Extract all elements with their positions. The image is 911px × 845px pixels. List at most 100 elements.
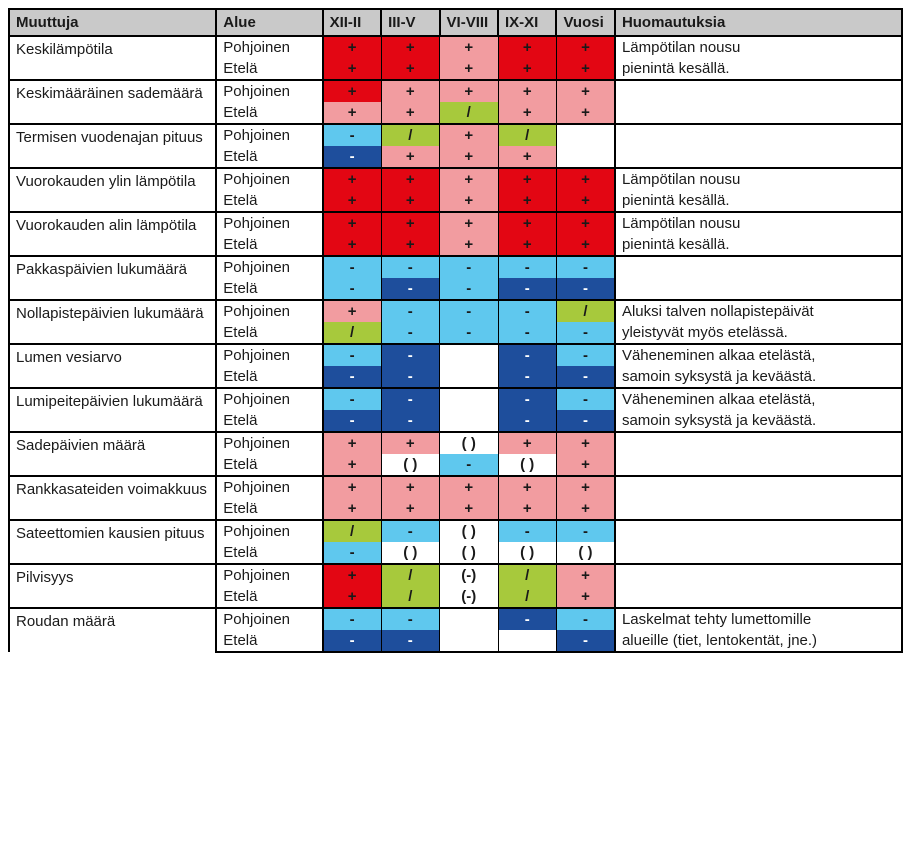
value-cell: + [556, 36, 614, 58]
value-cell: + [323, 190, 381, 212]
value-cell: - [440, 300, 498, 322]
note-line: pienintä kesällä. [615, 190, 902, 212]
value-cell: - [556, 366, 614, 388]
value-cell: / [498, 586, 556, 608]
region-south: Etelä [216, 630, 322, 652]
region-north: Pohjoinen [216, 300, 322, 322]
region-south: Etelä [216, 586, 322, 608]
value-cell: - [323, 542, 381, 564]
table-row: Rankkasateiden voimakkuusPohjoinen+++++ [9, 476, 902, 498]
value-cell: + [440, 36, 498, 58]
value-cell [498, 630, 556, 652]
note-line [615, 278, 902, 300]
value-cell: + [323, 168, 381, 190]
note-line: Aluksi talven nollapistepäivät [615, 300, 902, 322]
note-line [615, 256, 902, 278]
region-north: Pohjoinen [216, 432, 322, 454]
value-cell: + [556, 586, 614, 608]
variable-name: Nollapistepäivien lukumäärä [9, 300, 216, 344]
value-cell: - [381, 608, 439, 630]
value-cell: - [556, 256, 614, 278]
note-line: alueille (tiet, lentokentät, jne.) [615, 630, 902, 652]
table-row: Sateettomien kausien pituusPohjoinen/-( … [9, 520, 902, 542]
value-cell: - [498, 344, 556, 366]
value-cell: + [323, 586, 381, 608]
region-south: Etelä [216, 278, 322, 300]
value-cell: + [498, 80, 556, 102]
value-cell [440, 344, 498, 366]
value-cell: + [498, 498, 556, 520]
value-cell: - [556, 322, 614, 344]
value-cell: + [381, 234, 439, 256]
variable-name: Sateettomien kausien pituus [9, 520, 216, 564]
hdr-s5: Vuosi [556, 9, 614, 36]
value-cell: + [381, 498, 439, 520]
value-cell: + [498, 168, 556, 190]
value-cell: - [556, 520, 614, 542]
value-cell [440, 366, 498, 388]
region-north: Pohjoinen [216, 256, 322, 278]
value-cell: + [498, 146, 556, 168]
variable-name: Pakkaspäivien lukumäärä [9, 256, 216, 300]
value-cell: - [381, 278, 439, 300]
table-row: Vuorokauden alin lämpötilaPohjoinen+++++… [9, 212, 902, 234]
value-cell: + [381, 190, 439, 212]
value-cell: + [381, 146, 439, 168]
value-cell: / [381, 586, 439, 608]
value-cell: - [381, 300, 439, 322]
value-cell: + [381, 432, 439, 454]
value-cell: - [323, 278, 381, 300]
value-cell [556, 146, 614, 168]
value-cell: + [381, 168, 439, 190]
region-north: Pohjoinen [216, 476, 322, 498]
value-cell: - [440, 278, 498, 300]
region-south: Etelä [216, 102, 322, 124]
table-row: Nollapistepäivien lukumääräPohjoinen+---… [9, 300, 902, 322]
value-cell: + [381, 58, 439, 80]
value-cell: + [440, 58, 498, 80]
value-cell: + [323, 432, 381, 454]
value-cell: + [556, 432, 614, 454]
note-line [615, 432, 902, 454]
region-south: Etelä [216, 410, 322, 432]
table-row: Roudan määräPohjoinen----Laskelmat tehty… [9, 608, 902, 630]
value-cell: ( ) [498, 454, 556, 476]
value-cell [556, 124, 614, 146]
value-cell: - [381, 256, 439, 278]
value-cell: + [381, 476, 439, 498]
value-cell: + [381, 80, 439, 102]
value-cell: - [498, 520, 556, 542]
value-cell: - [381, 388, 439, 410]
value-cell: + [556, 498, 614, 520]
value-cell: - [556, 388, 614, 410]
note-line: pienintä kesällä. [615, 234, 902, 256]
variable-name: Vuorokauden alin lämpötila [9, 212, 216, 256]
value-cell [440, 608, 498, 630]
value-cell: - [440, 256, 498, 278]
value-cell: + [440, 476, 498, 498]
value-cell: - [323, 256, 381, 278]
value-cell: + [556, 190, 614, 212]
note-line: pienintä kesällä. [615, 58, 902, 80]
note-line [615, 146, 902, 168]
note-line [615, 564, 902, 586]
value-cell: - [556, 608, 614, 630]
value-cell: + [440, 124, 498, 146]
value-cell: / [556, 300, 614, 322]
note-line: Laskelmat tehty lumettomille [615, 608, 902, 630]
value-cell: + [498, 36, 556, 58]
value-cell: + [498, 58, 556, 80]
value-cell: + [323, 36, 381, 58]
value-cell: - [556, 630, 614, 652]
value-cell: + [556, 58, 614, 80]
value-cell: - [498, 366, 556, 388]
value-cell: + [556, 476, 614, 498]
value-cell: + [556, 212, 614, 234]
value-cell [440, 388, 498, 410]
region-north: Pohjoinen [216, 388, 322, 410]
value-cell: ( ) [381, 454, 439, 476]
region-south: Etelä [216, 322, 322, 344]
value-cell: - [323, 410, 381, 432]
value-cell: - [381, 410, 439, 432]
value-cell: / [323, 520, 381, 542]
